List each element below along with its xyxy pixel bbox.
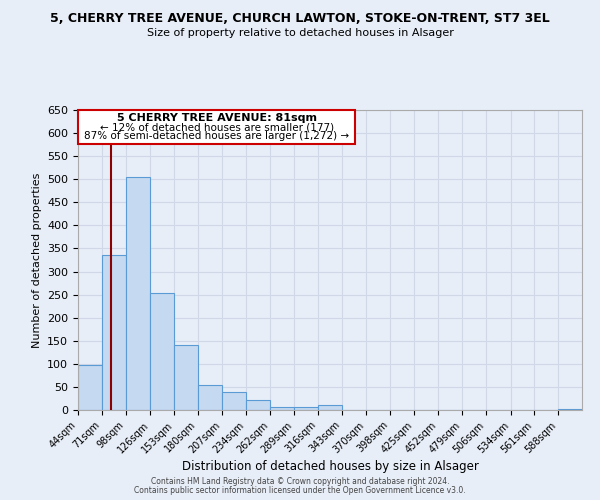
Text: 87% of semi-detached houses are larger (1,272) →: 87% of semi-detached houses are larger (… xyxy=(84,131,349,141)
Text: 5 CHERRY TREE AVENUE: 81sqm: 5 CHERRY TREE AVENUE: 81sqm xyxy=(116,114,317,124)
X-axis label: Distribution of detached houses by size in Alsager: Distribution of detached houses by size … xyxy=(182,460,478,473)
Bar xyxy=(318,406,342,410)
Text: Size of property relative to detached houses in Alsager: Size of property relative to detached ho… xyxy=(146,28,454,38)
Bar xyxy=(102,255,125,410)
Text: Contains public sector information licensed under the Open Government Licence v3: Contains public sector information licen… xyxy=(134,486,466,495)
Text: Contains HM Land Registry data © Crown copyright and database right 2024.: Contains HM Land Registry data © Crown c… xyxy=(151,477,449,486)
Bar xyxy=(198,385,222,410)
Bar xyxy=(125,178,151,410)
Text: 5, CHERRY TREE AVENUE, CHURCH LAWTON, STOKE-ON-TRENT, ST7 3EL: 5, CHERRY TREE AVENUE, CHURCH LAWTON, ST… xyxy=(50,12,550,26)
Bar xyxy=(222,392,246,410)
Bar xyxy=(294,407,318,410)
Text: ← 12% of detached houses are smaller (177): ← 12% of detached houses are smaller (17… xyxy=(100,122,334,132)
Y-axis label: Number of detached properties: Number of detached properties xyxy=(32,172,41,348)
Bar xyxy=(174,346,198,410)
Bar xyxy=(271,407,294,410)
Bar xyxy=(151,293,174,410)
Bar xyxy=(246,400,271,410)
FancyBboxPatch shape xyxy=(78,110,355,144)
Bar xyxy=(558,408,582,410)
Bar xyxy=(78,365,102,410)
